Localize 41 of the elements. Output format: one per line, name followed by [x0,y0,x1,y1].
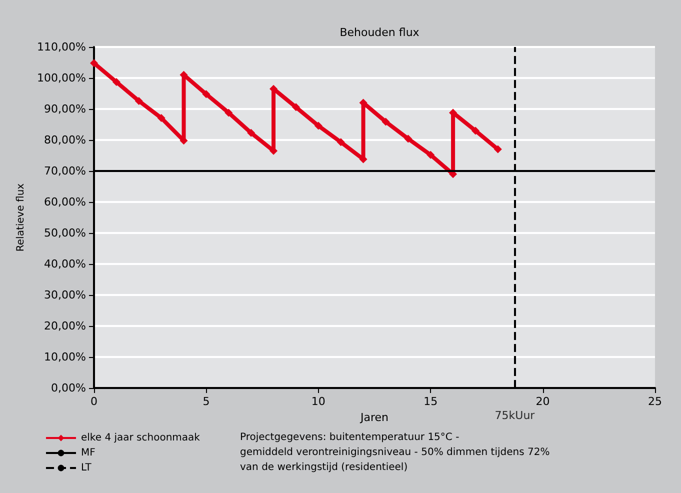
point [134,96,143,105]
y-tick-label: 40,00% [44,258,86,270]
x-tick-label: 25 [648,395,662,408]
y-tick-label: 110,00% [37,40,86,54]
point [292,103,300,112]
legend-label: elke 4 jaar schoonmaak [81,432,200,444]
x-tick-label: 20 [536,395,550,408]
y-tick-label: 70,00% [44,164,86,178]
point [157,114,166,122]
point [224,108,233,117]
annotation: 75kUur [494,409,536,422]
y-tick-label: 10,00% [44,350,86,364]
x-tick-label: 15 [424,395,438,408]
point [202,90,210,98]
point [404,134,412,143]
point [336,138,345,146]
y-axis-title: Relatieve flux [16,183,27,252]
chart-title: Behouden flux [340,26,420,39]
x-tick-label: 10 [311,395,326,408]
point [471,126,480,135]
legend-label: LT [81,462,92,474]
y-tick-label: 30,00% [44,288,86,302]
point [90,59,98,68]
point [494,145,502,154]
x-tick-label: 5 [202,395,210,408]
text: Projectgegevens: buitentemperatuur 15°C - gemiddeld verontreinigingsniveau - 50% dimmen tijdens 72% van de werkingstijd (residentieel) [240,432,550,473]
y-tick-label: 50,00% [44,226,86,240]
x-axis-title: Jaren [359,410,389,424]
point [247,128,256,137]
y-tick-label: 20,00% [44,320,86,332]
y-tick-label: 0,00% [51,382,86,394]
y-tick-label: 100,00% [37,72,86,84]
y-tick-label: 60,00% [44,196,86,208]
point [382,118,390,126]
y-tick-label: 80,00% [44,134,86,146]
x-tick-label: 0 [90,395,98,408]
y-tick-label: 90,00% [44,102,86,116]
point [426,150,435,159]
point [112,78,120,86]
point [314,122,322,130]
legend-label: MF [81,448,96,458]
